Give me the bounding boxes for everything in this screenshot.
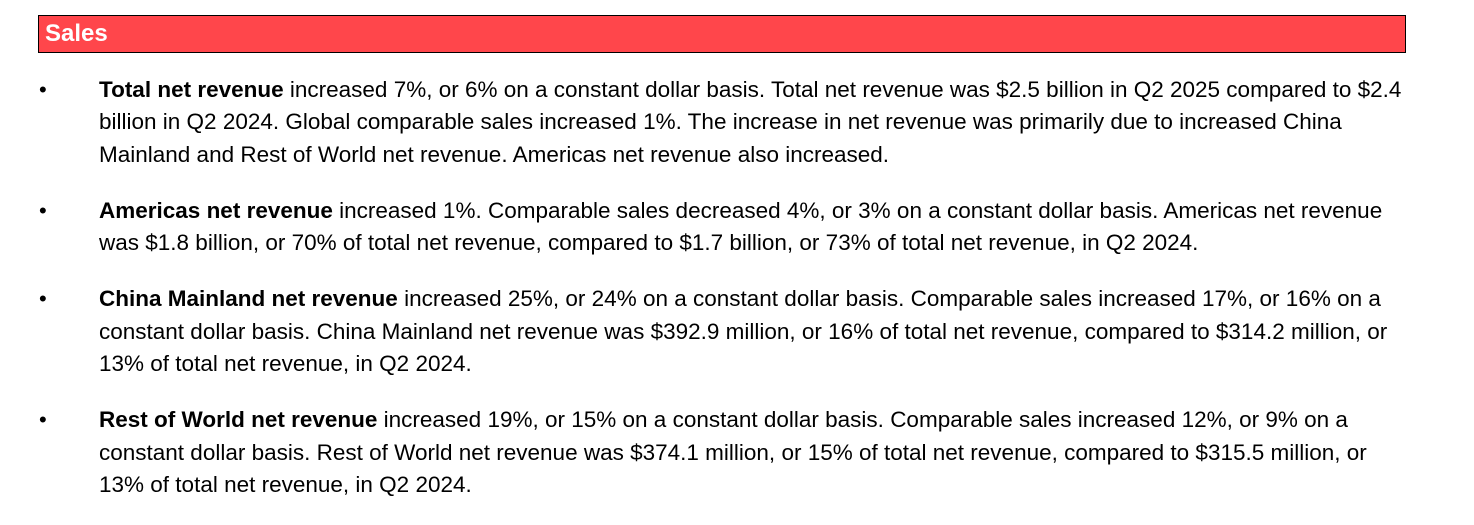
bullet-marker-icon: • (39, 286, 47, 312)
bullet-lead: Total net revenue (99, 77, 284, 102)
section-header: Sales (38, 15, 1406, 53)
bullet-marker-icon: • (39, 77, 47, 102)
bullet-text: increased 7%, or 6% on a constant dollar… (99, 77, 1402, 167)
bullet-text: increased 25%, or 24% on a constant doll… (99, 286, 1388, 377)
bullet-text: increased 19%, or 15% on a constant doll… (99, 407, 1367, 497)
bullet-lead: Americas net revenue (99, 197, 333, 223)
bullet-marker-icon: • (39, 407, 47, 433)
bullet-rest-of-world-net-revenue: • Rest of World net revenue increased 19%… (0, 404, 1409, 501)
bullet-china-mainland-net-revenue: • China Mainland net revenue increased 25… (0, 283, 1409, 380)
bullet-lead: China Mainland net revenue (99, 286, 398, 312)
bullet-marker-icon: • (39, 197, 47, 223)
bullet-text: increased 1%. Comparable sales decreased… (99, 197, 1383, 256)
bullet-lead: Rest of World net revenue (99, 407, 378, 433)
section-title: Sales (45, 20, 108, 47)
bullet-total-net-revenue: • Total net revenue increased 7%, or 6% o… (0, 74, 1409, 171)
sales-bullet-list: • Total net revenue increased 7%, or 6% o… (0, 74, 1474, 525)
bullet-americas-net-revenue: • Americas net revenue increased 1%. Comp… (0, 195, 1409, 260)
